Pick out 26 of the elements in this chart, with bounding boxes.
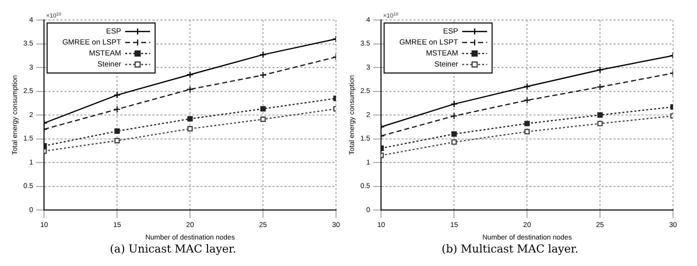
point: [524, 128, 530, 134]
point: [259, 51, 267, 58]
point: [260, 106, 266, 112]
point: [114, 138, 120, 144]
point: [596, 83, 604, 91]
point: [259, 72, 267, 79]
point: [451, 139, 457, 145]
point: [597, 120, 603, 126]
point: [114, 91, 121, 99]
point: [260, 116, 266, 122]
point: [114, 128, 120, 134]
text: (a) Unicast MAC layer.: [110, 242, 236, 256]
point: [187, 126, 193, 132]
point: [596, 66, 604, 74]
point: [523, 96, 531, 104]
point: [187, 116, 193, 122]
point: [450, 100, 458, 108]
point: [186, 71, 194, 78]
point: [451, 131, 457, 137]
point: [597, 112, 603, 118]
text: (b) Multicast MAC layer.: [442, 242, 578, 256]
point: [450, 112, 458, 120]
point: [114, 106, 121, 113]
point: [524, 120, 530, 126]
point: [523, 82, 531, 90]
point: [186, 86, 194, 93]
